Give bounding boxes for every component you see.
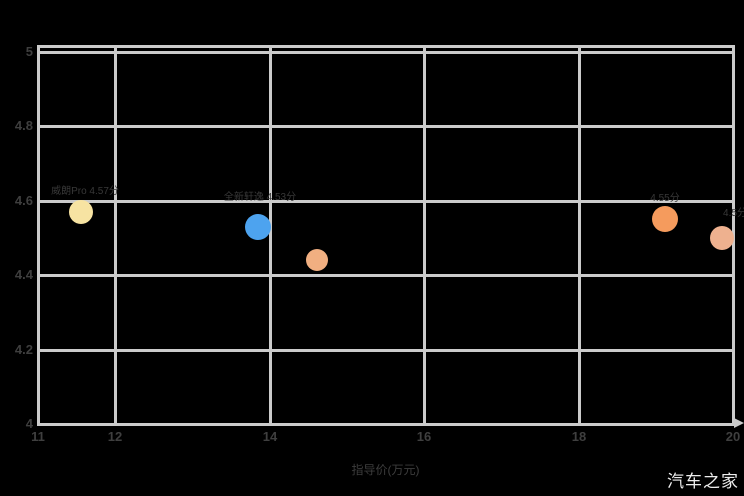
x-tick-label-20: 20 [725, 429, 741, 444]
gridline-x-12 [114, 45, 117, 426]
data-point-label-bubble-blue: 全新轩逸 4.53分 [223, 192, 297, 203]
x-tick-label-14: 14 [262, 429, 278, 444]
gridline-y-4.4 [37, 274, 735, 277]
data-point-bubble-orange[interactable] [652, 206, 678, 232]
x-tick-label-12: 12 [107, 429, 123, 444]
x-axis-title: 指导价(万元) [351, 463, 420, 477]
data-point-bubble-yellow[interactable] [69, 200, 93, 224]
gridline-y-4.8 [37, 125, 735, 128]
data-point-label-bubble-salmon-edge: 4.5分 [723, 208, 744, 219]
data-point-bubble-salmon[interactable] [306, 249, 328, 271]
plot-top-spine [37, 45, 735, 48]
gridline-x-18 [578, 45, 581, 426]
gridline-y-4.2 [37, 349, 735, 352]
data-point-label-bubble-orange: 4.55分 [650, 193, 680, 204]
x-tick-label-11: 11 [31, 429, 45, 444]
gridline-y-5 [37, 51, 735, 54]
y-tick-label-4.6: 4.6 [14, 193, 33, 208]
x-tick-label-18: 18 [571, 429, 587, 444]
y-tick-label-4.8: 4.8 [14, 118, 33, 133]
gridline-x-14 [269, 45, 272, 426]
y-tick-label-4: 4 [25, 416, 33, 431]
y-tick-label-5: 5 [25, 44, 33, 59]
gridline-x-16 [423, 45, 426, 426]
watermark-autohome: 汽车之家 [667, 472, 739, 491]
gridline-y-4 [37, 423, 735, 426]
data-point-label-bubble-yellow: 威朗Pro 4.57分 [51, 186, 119, 197]
data-point-bubble-salmon-edge[interactable] [710, 226, 734, 250]
y-tick-label-4.4: 4.4 [14, 267, 33, 282]
gridline-y-4.6 [37, 200, 735, 203]
gridline-x-11 [37, 45, 40, 426]
x-axis-arrow-icon [734, 418, 744, 428]
y-tick-label-4.2: 4.2 [14, 342, 33, 357]
x-tick-label-16: 16 [416, 429, 432, 444]
data-point-bubble-blue[interactable] [245, 214, 271, 240]
